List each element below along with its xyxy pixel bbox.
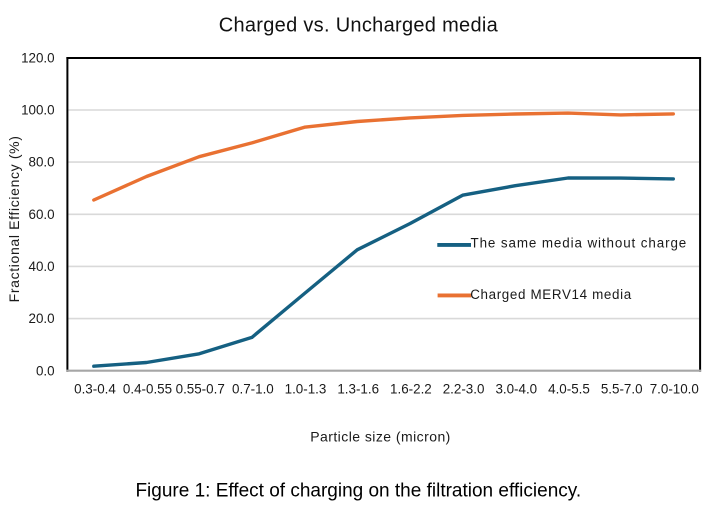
- svg-text:0.0: 0.0: [36, 363, 55, 378]
- svg-text:Fractional Efficiency (%): Fractional Efficiency (%): [6, 135, 22, 302]
- svg-text:5.5-7.0: 5.5-7.0: [601, 382, 643, 397]
- svg-text:0.3-0.4: 0.3-0.4: [74, 382, 116, 397]
- svg-text:0.4-0.55: 0.4-0.55: [123, 382, 172, 397]
- svg-text:100.0: 100.0: [21, 103, 55, 118]
- svg-text:1.0-1.3: 1.0-1.3: [285, 382, 327, 397]
- svg-text:40.0: 40.0: [29, 259, 55, 274]
- svg-text:Charged MERV14 media: Charged MERV14 media: [470, 287, 632, 302]
- svg-text:1.3-1.6: 1.3-1.6: [337, 382, 379, 397]
- svg-text:4.0-5.5: 4.0-5.5: [548, 382, 590, 397]
- svg-text:120.0: 120.0: [21, 51, 55, 66]
- svg-text:0.55-0.7: 0.55-0.7: [176, 382, 225, 397]
- svg-text:60.0: 60.0: [29, 207, 55, 222]
- svg-text:The same media without charge: The same media without charge: [471, 235, 688, 250]
- svg-text:Charged vs. Uncharged media: Charged vs. Uncharged media: [219, 15, 499, 37]
- svg-text:3.0-4.0: 3.0-4.0: [495, 382, 537, 397]
- svg-text:20.0: 20.0: [29, 311, 55, 326]
- svg-text:80.0: 80.0: [29, 155, 55, 170]
- svg-text:Particle size (micron): Particle size (micron): [310, 428, 451, 444]
- svg-text:2.2-3.0: 2.2-3.0: [443, 382, 485, 397]
- svg-text:7.0-10.0: 7.0-10.0: [650, 382, 699, 397]
- svg-text:1.6-2.2: 1.6-2.2: [390, 382, 432, 397]
- svg-text:Figure 1: Effect of charging o: Figure 1: Effect of charging on the filt…: [135, 481, 581, 502]
- svg-text:0.7-1.0: 0.7-1.0: [232, 382, 274, 397]
